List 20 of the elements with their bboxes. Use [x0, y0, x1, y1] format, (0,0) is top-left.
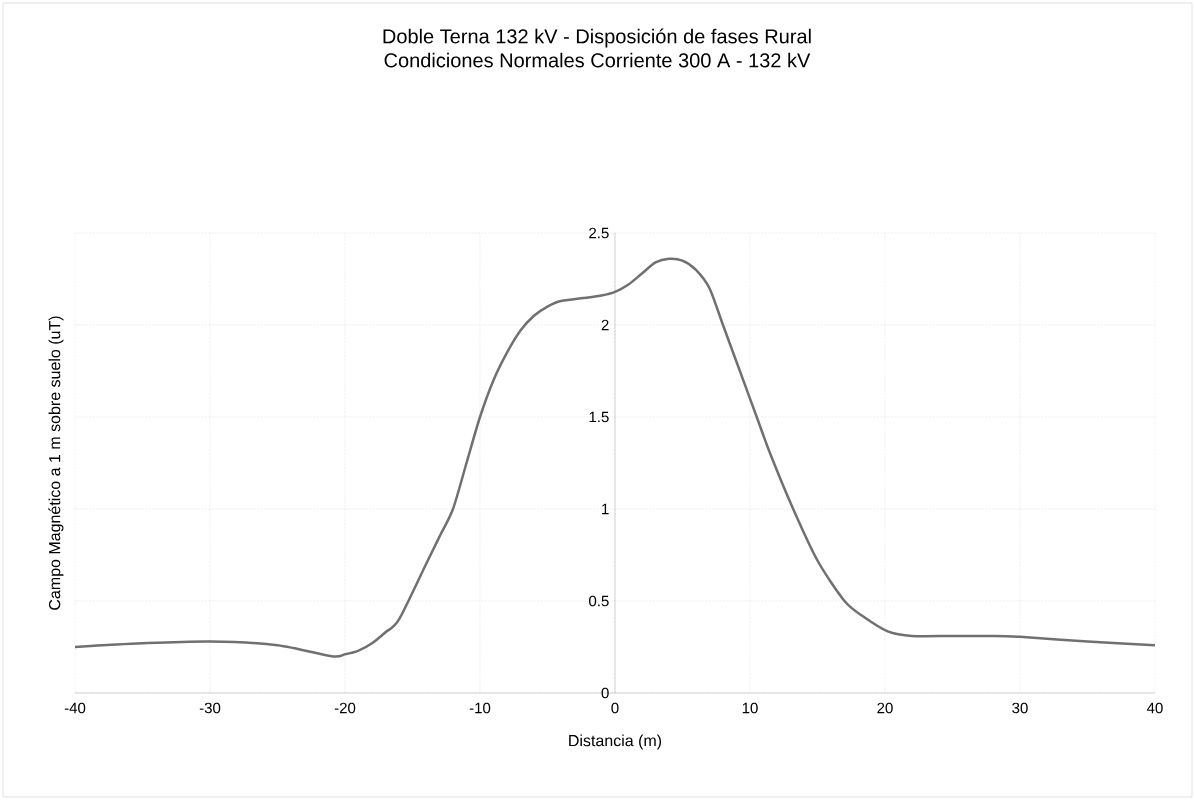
y-axis-title: Campo Magnético a 1 m sobre suelo (uT): [48, 316, 64, 610]
y-tick-label: 0: [601, 687, 609, 699]
y-tick-label: 2.5: [589, 227, 609, 239]
x-tick-label: 10: [742, 702, 758, 714]
x-tick-label: -10: [469, 702, 491, 714]
y-tick-label: 1.5: [589, 411, 609, 423]
x-tick-label: 20: [877, 702, 893, 714]
x-tick-label: 40: [1146, 702, 1163, 714]
x-tick-label: -30: [199, 702, 221, 714]
y-tick-label: 1: [602, 503, 609, 515]
x-tick-label: 30: [1012, 702, 1028, 714]
y-tick-label: 2: [601, 319, 609, 331]
y-tick-label: 0.5: [589, 595, 609, 607]
x-axis-title: Distancia (m): [569, 734, 662, 750]
x-tick-label: -20: [334, 702, 356, 714]
x-tick-label: -40: [64, 702, 86, 714]
chart-title: Doble Terna 132 kV - Disposición de fases Rural: [383, 28, 811, 48]
line-series: [73, 257, 1157, 658]
chart-subtitle: Condiciones Normales Corriente 300 A - 132 kV: [384, 52, 811, 68]
x-tick-label: 0: [611, 702, 619, 714]
